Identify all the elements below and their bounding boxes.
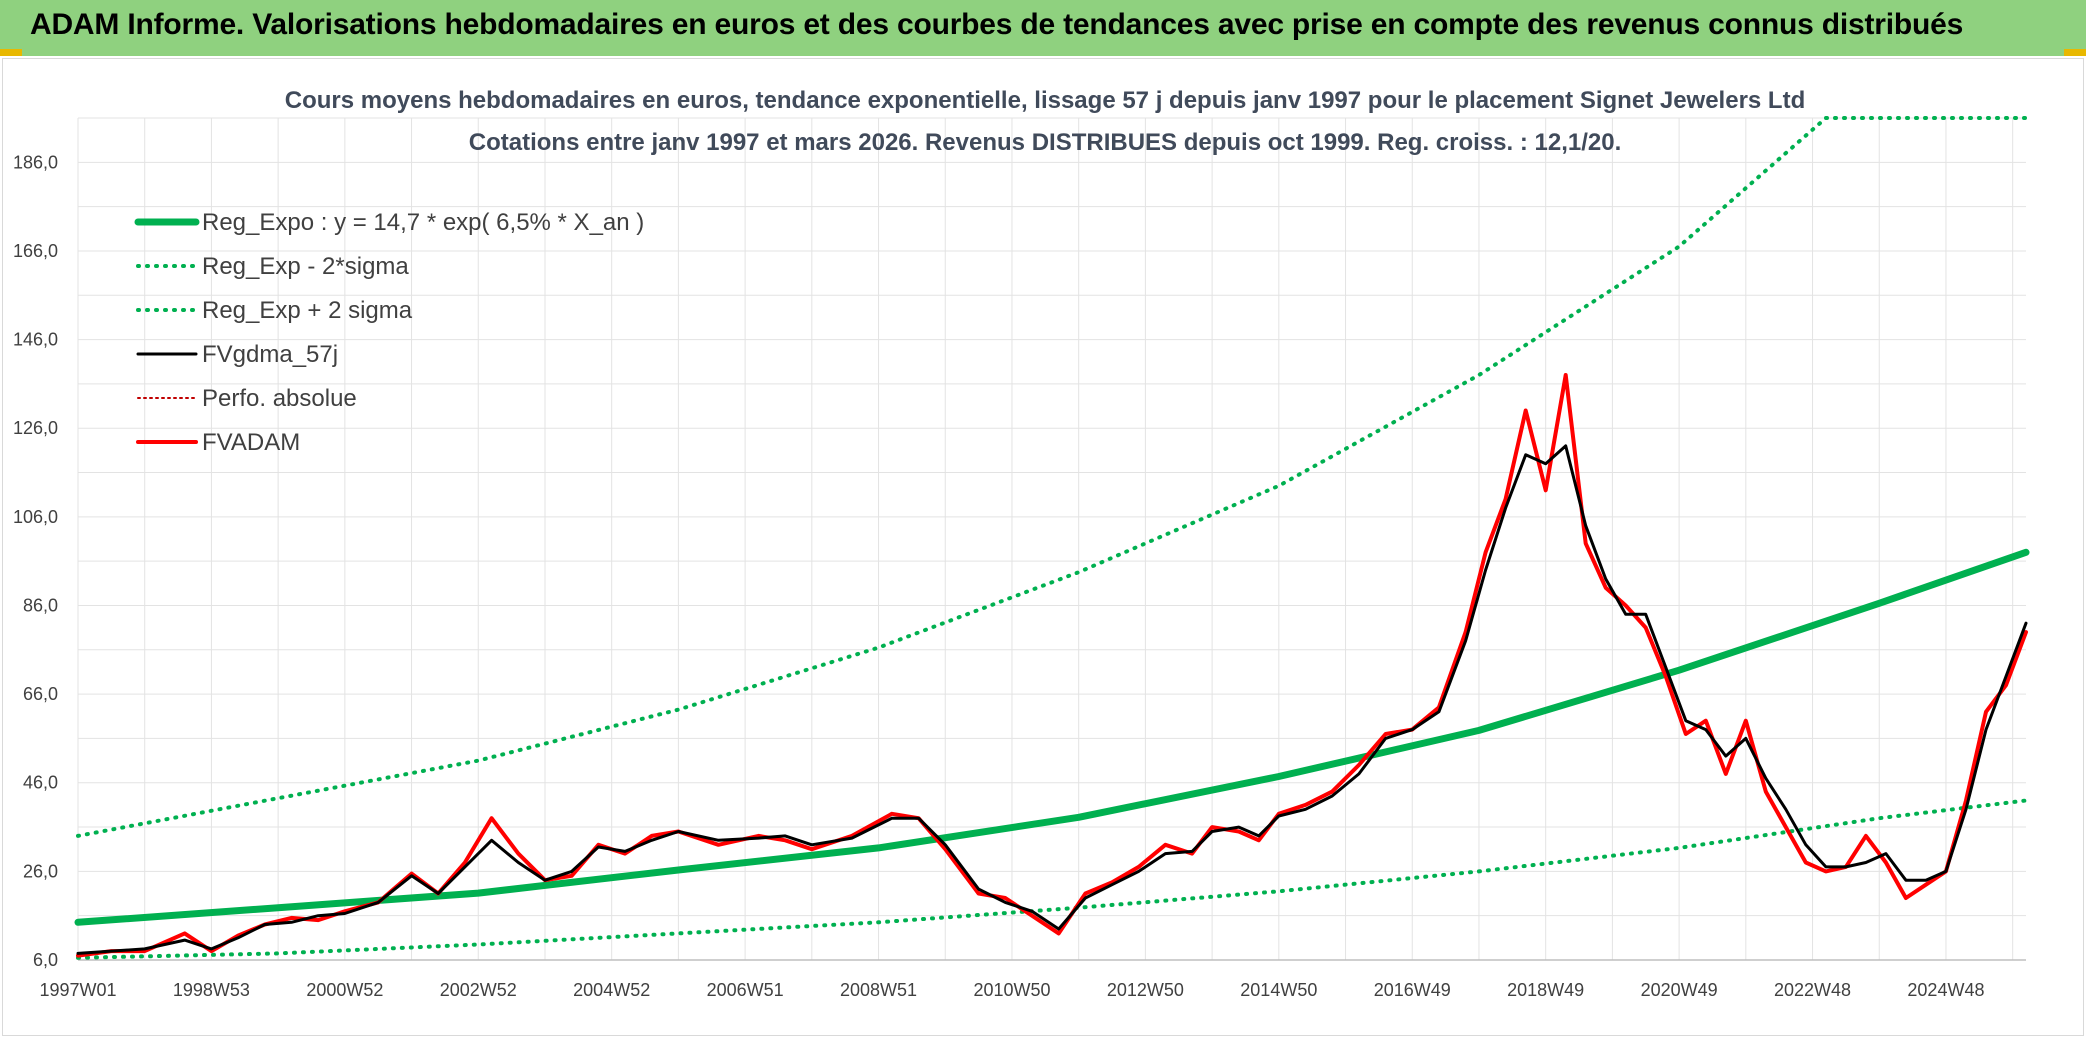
legend-label-5: FVADAM <box>202 429 300 456</box>
x-tick-label: 1997W01 <box>39 980 116 1000</box>
y-tick-label: 86,0 <box>23 595 58 615</box>
series-line-2 <box>76 116 2028 838</box>
chart-series <box>74 116 2030 960</box>
y-tick-label: 186,0 <box>13 152 58 172</box>
x-axis-ticks: 1997W01 1998W53 2000W52 2002W52 2004W52 2006W… <box>39 980 1984 1000</box>
x-tick-label: 2008W51 <box>840 980 917 1000</box>
x-tick-label: 2016W49 <box>1374 980 1451 1000</box>
legend-label-1: Reg_Exp - 2*sigma <box>202 253 409 280</box>
y-tick-label: 126,0 <box>13 418 58 438</box>
x-tick-label: 2022W48 <box>1774 980 1851 1000</box>
y-tick-label: 26,0 <box>23 861 58 881</box>
series-line-0 <box>74 548 2030 926</box>
y-axis-ticks: 6,0 26,0 46,0 66,0 86,0 106,0 126,0 146,0 166,0 1… <box>13 152 58 970</box>
report-title: ADAM Informe. Valorisations hebdomadaire… <box>30 8 1964 41</box>
banner-corner-right <box>2064 49 2086 56</box>
legend-label-3: FVgdma_57j <box>202 341 338 368</box>
series-line-3 <box>76 444 2028 955</box>
y-tick-label: 146,0 <box>13 330 58 350</box>
x-tick-label: 2006W51 <box>707 980 784 1000</box>
x-tick-label: 2024W48 <box>1907 980 1984 1000</box>
chart-title: Cours moyens hebdomadaires en euros, ten… <box>285 87 1806 114</box>
legend-label-0: Reg_Expo : y = 14,7 * exp( 6,5% * X_an ) <box>202 209 644 236</box>
chart-grid <box>77 117 2026 961</box>
x-tick-label: 2018W49 <box>1507 980 1584 1000</box>
series-line-5 <box>76 373 2028 958</box>
x-tick-label: 2010W50 <box>973 980 1050 1000</box>
x-tick-label: 2014W50 <box>1240 980 1317 1000</box>
legend-label-4: Perfo. absolue <box>202 385 357 412</box>
x-tick-label: 2020W49 <box>1641 980 1718 1000</box>
series-line-1 <box>76 798 2028 960</box>
y-tick-label: 66,0 <box>23 684 58 704</box>
x-tick-label: 2000W52 <box>306 980 383 1000</box>
x-tick-label: 2012W50 <box>1107 980 1184 1000</box>
x-tick-label: 2004W52 <box>573 980 650 1000</box>
y-tick-label: 6,0 <box>33 950 58 970</box>
chart-subtitle: Cotations entre janv 1997 et mars 2026. … <box>469 129 1621 156</box>
chart-legend: Reg_Expo : y = 14,7 * exp( 6,5% * X_an )… <box>134 209 644 456</box>
report-banner: ADAM Informe. Valorisations hebdomadaire… <box>0 0 2086 56</box>
y-tick-label: 106,0 <box>13 507 58 527</box>
x-tick-label: 1998W53 <box>173 980 250 1000</box>
y-tick-label: 166,0 <box>13 241 58 261</box>
y-tick-label: 46,0 <box>23 773 58 793</box>
legend-label-2: Reg_Exp + 2 sigma <box>202 297 413 324</box>
banner-corner-left <box>0 49 22 56</box>
chart-frame <box>2 58 2084 1036</box>
x-tick-label: 2002W52 <box>440 980 517 1000</box>
